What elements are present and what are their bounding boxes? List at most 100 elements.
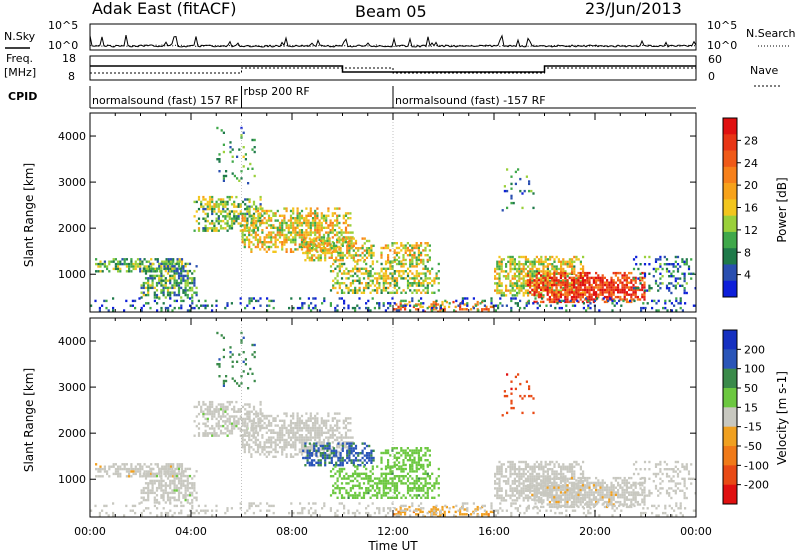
velocity-cell (398, 475, 401, 478)
velocity-cell (382, 472, 385, 475)
velocity-cell (378, 479, 381, 483)
power-cell (643, 283, 646, 287)
velocity-cell (303, 436, 306, 439)
velocity-cell (393, 447, 396, 450)
power-cell (211, 207, 214, 211)
power-cell (566, 300, 569, 304)
power-cell (643, 281, 646, 284)
power-cell (292, 212, 295, 215)
power-cell (411, 258, 414, 262)
velocity-cell (406, 479, 410, 483)
power-cell (362, 291, 366, 294)
power-cell (391, 274, 394, 278)
power-cell (184, 269, 187, 273)
power-cell (417, 284, 421, 287)
power-cell (636, 298, 639, 301)
velocity-cell (265, 441, 268, 444)
power-cell (516, 294, 519, 297)
velocity-cell (180, 463, 184, 466)
power-cell (575, 255, 578, 259)
power-cell (239, 212, 242, 216)
power-cell (369, 270, 372, 273)
power-cell (564, 270, 567, 273)
power-cell (334, 309, 337, 312)
power-cell (562, 288, 565, 292)
power-cell (114, 267, 117, 271)
velocity-cell (322, 424, 326, 427)
velocity-cell (347, 429, 350, 432)
power-cell (672, 263, 675, 266)
velocity-cell (186, 498, 189, 502)
velocity-cell (182, 496, 185, 499)
velocity-cell (283, 441, 286, 444)
velocity-cell (426, 487, 429, 490)
power-cell (180, 272, 183, 275)
power-cell (191, 302, 194, 305)
power-cell (579, 279, 582, 283)
power-cell (546, 277, 549, 280)
power-cell (182, 267, 185, 270)
power-cell (371, 282, 374, 285)
power-cell (540, 277, 543, 280)
power-cell (404, 277, 407, 280)
velocity-cell (147, 494, 150, 497)
velocity-cell (160, 467, 163, 471)
velocity-cell (176, 465, 179, 468)
velocity-cell (343, 467, 346, 471)
power-cell (420, 282, 423, 285)
velocity-cell (248, 415, 251, 418)
power-cell (657, 289, 660, 292)
power-cell (417, 262, 421, 266)
power-cell (370, 251, 373, 255)
velocity-cell (202, 400, 205, 404)
velocity-cell (165, 463, 168, 466)
velocity-cell (265, 438, 268, 442)
velocity-cell (296, 431, 299, 434)
power-cell (340, 277, 344, 280)
velocity-cell (303, 441, 306, 444)
velocity-cell (114, 463, 117, 466)
power-cell (316, 212, 319, 215)
power-colorbar-tick-label: 16 (744, 202, 758, 215)
power-cell (193, 269, 196, 273)
power-cell (415, 308, 418, 311)
power-cell (487, 310, 490, 312)
power-cell (243, 243, 246, 246)
power-cell (270, 224, 273, 227)
velocity-cell (316, 422, 319, 425)
power-cell (510, 299, 513, 303)
velocity-cell (367, 482, 370, 485)
power-cell (608, 281, 611, 284)
power-colorbar-tick-label: 28 (744, 134, 758, 147)
power-cell (559, 271, 562, 275)
velocity-cell (158, 482, 161, 485)
velocity-cell (331, 434, 334, 437)
velocity-cell (141, 465, 144, 468)
power-cell (356, 274, 359, 278)
power-cell (354, 289, 357, 292)
power-cell (278, 214, 282, 217)
power-cell (298, 217, 301, 220)
power-cell (524, 260, 527, 263)
power-cell (292, 241, 295, 244)
velocity-cell (409, 494, 412, 497)
power-cell (338, 270, 341, 273)
velocity-cell (158, 470, 161, 473)
power-cell (685, 260, 688, 263)
velocity-cell (294, 453, 297, 456)
power-cell (518, 289, 521, 292)
power-cell (555, 295, 558, 299)
power-cell (524, 267, 527, 271)
power-cell (534, 297, 537, 300)
power-cell (331, 241, 334, 244)
velocity-cell (344, 443, 348, 446)
power-cell (367, 270, 370, 273)
velocity-cell (252, 422, 255, 425)
power-cell (289, 248, 293, 251)
power-cell (664, 299, 667, 303)
velocity-cell (406, 489, 410, 492)
power-cell (606, 295, 609, 299)
velocity-cell (339, 452, 342, 455)
velocity-cell (341, 464, 344, 467)
velocity-cell (267, 424, 271, 427)
